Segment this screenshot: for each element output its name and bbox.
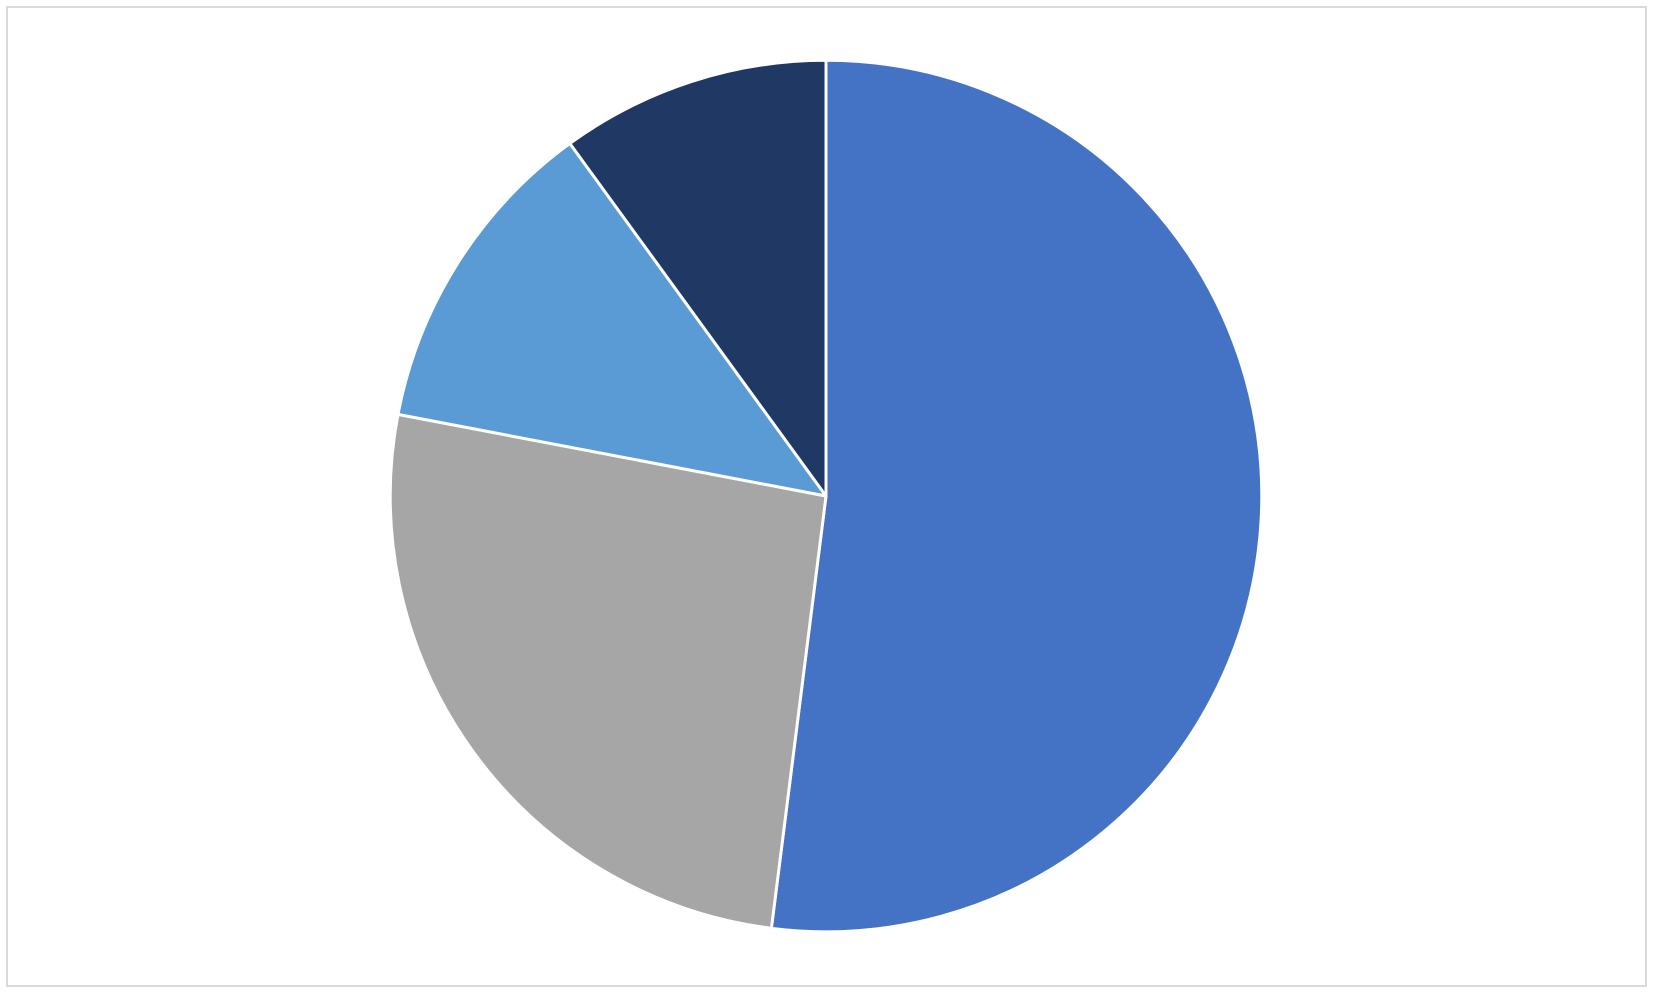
pie-slice xyxy=(771,60,1261,931)
pie-slice xyxy=(390,414,826,928)
chart-border xyxy=(6,6,1647,987)
pie-chart xyxy=(8,0,1645,993)
chart-frame xyxy=(0,0,1653,993)
pie-chart-container xyxy=(8,8,1645,985)
